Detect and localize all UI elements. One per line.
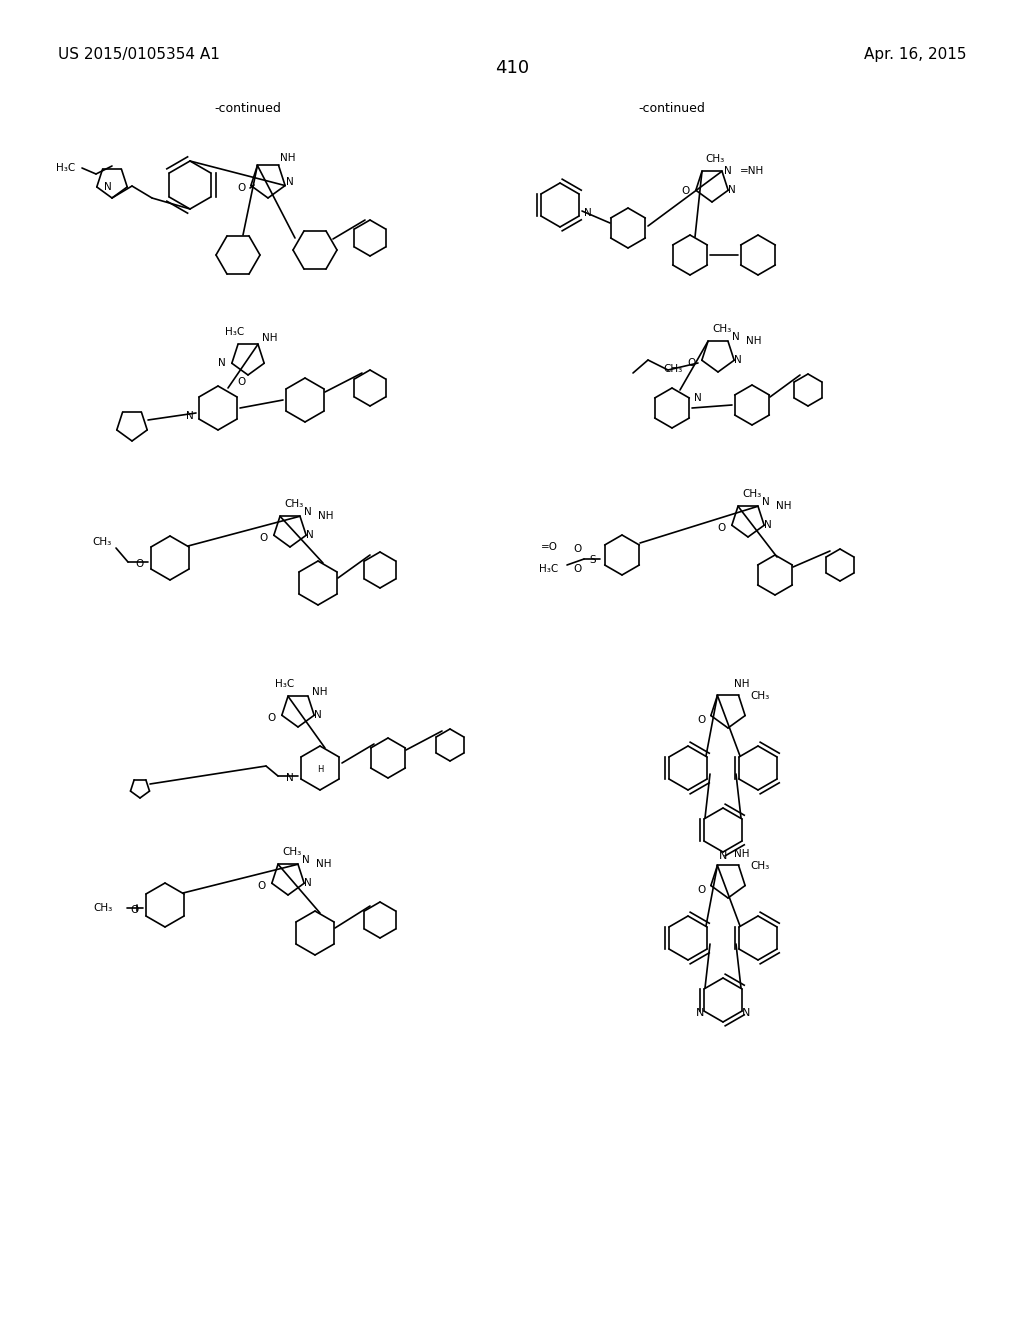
Text: N: N xyxy=(104,182,112,191)
Text: N: N xyxy=(584,209,592,218)
Text: O: O xyxy=(238,378,246,387)
Text: CH₃: CH₃ xyxy=(713,323,731,334)
Text: O: O xyxy=(573,564,582,574)
Text: N: N xyxy=(304,507,311,517)
Text: N: N xyxy=(186,411,194,421)
Text: CH₃: CH₃ xyxy=(285,499,304,510)
Text: O: O xyxy=(131,906,139,915)
Text: CH₃: CH₃ xyxy=(664,364,683,374)
Text: =NH: =NH xyxy=(740,166,764,176)
Text: =O: =O xyxy=(541,543,558,552)
Text: NH: NH xyxy=(262,333,278,343)
Text: O: O xyxy=(258,880,266,891)
Text: CH₃: CH₃ xyxy=(93,537,112,546)
Text: N: N xyxy=(694,393,701,403)
Text: N: N xyxy=(732,333,739,342)
Text: -continued: -continued xyxy=(639,102,706,115)
Text: H₃C: H₃C xyxy=(224,327,244,337)
Text: CH₃: CH₃ xyxy=(750,861,769,871)
Text: S: S xyxy=(590,554,596,565)
Text: NH: NH xyxy=(318,511,334,521)
Text: H: H xyxy=(316,766,324,775)
Text: N: N xyxy=(302,855,309,865)
Text: N: N xyxy=(314,710,322,719)
Text: O: O xyxy=(267,713,276,723)
Text: N: N xyxy=(695,1008,703,1018)
Text: CH₃: CH₃ xyxy=(706,154,725,164)
Text: N: N xyxy=(762,498,770,507)
Text: O: O xyxy=(697,884,706,895)
Text: O: O xyxy=(697,715,706,725)
Text: 410: 410 xyxy=(495,59,529,77)
Text: -continued: -continued xyxy=(215,102,282,115)
Text: N: N xyxy=(286,177,294,187)
Text: N: N xyxy=(306,531,313,540)
Text: N: N xyxy=(304,878,311,888)
Text: N: N xyxy=(724,166,732,176)
Text: H₃C: H₃C xyxy=(274,678,294,689)
Text: NH: NH xyxy=(776,502,792,511)
Text: O: O xyxy=(573,544,582,554)
Text: N: N xyxy=(719,851,727,861)
Text: O: O xyxy=(260,533,268,543)
Text: N: N xyxy=(764,520,772,531)
Text: NH: NH xyxy=(280,153,296,162)
Text: CH₃: CH₃ xyxy=(94,903,113,913)
Text: N: N xyxy=(734,355,741,366)
Text: CH₃: CH₃ xyxy=(283,847,302,857)
Text: NH: NH xyxy=(734,849,750,859)
Text: CH₃: CH₃ xyxy=(742,488,762,499)
Text: O: O xyxy=(682,186,690,195)
Text: H₃C: H₃C xyxy=(55,162,75,173)
Text: Apr. 16, 2015: Apr. 16, 2015 xyxy=(863,48,966,62)
Text: US 2015/0105354 A1: US 2015/0105354 A1 xyxy=(58,48,220,62)
Text: H₃C: H₃C xyxy=(539,564,558,574)
Text: O: O xyxy=(688,358,696,368)
Text: N: N xyxy=(728,185,736,195)
Text: NH: NH xyxy=(316,859,332,869)
Text: O: O xyxy=(136,558,144,569)
Text: NH: NH xyxy=(734,678,750,689)
Text: NH: NH xyxy=(746,337,762,346)
Text: O: O xyxy=(238,183,246,193)
Text: N: N xyxy=(218,358,226,368)
Text: O: O xyxy=(718,523,726,533)
Text: N: N xyxy=(742,1008,751,1018)
Text: NH: NH xyxy=(312,686,328,697)
Text: N: N xyxy=(287,774,294,783)
Text: CH₃: CH₃ xyxy=(750,690,769,701)
